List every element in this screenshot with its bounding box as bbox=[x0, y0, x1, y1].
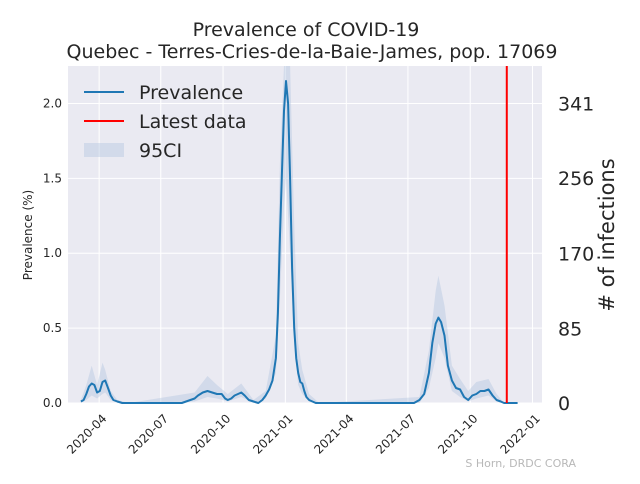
x-tick-label: 2020-07 bbox=[126, 411, 171, 456]
y-tick-label-left: 2.0 bbox=[43, 96, 62, 110]
credit-text: S Horn, DRDC CORA bbox=[465, 457, 576, 470]
chart-title: Prevalence of COVID-19 bbox=[193, 19, 420, 41]
x-tick-label: 2021-04 bbox=[311, 411, 356, 456]
legend: Prevalence Latest data 95CI bbox=[84, 82, 247, 162]
x-tick-label: 2022-01 bbox=[498, 411, 543, 456]
y-tick-label-left: 0.5 bbox=[43, 321, 62, 335]
x-tick-label: 2021-10 bbox=[435, 411, 480, 456]
y-axis-label-left: Prevalence (%) bbox=[21, 190, 35, 280]
y-tick-labels-right: 0 85 170 256 341 bbox=[558, 93, 594, 415]
x-tick-label: 2020-04 bbox=[64, 411, 109, 456]
prevalence-line bbox=[80, 80, 518, 404]
legend-ci-label: 95CI bbox=[139, 140, 182, 162]
y-axis-label-right: # of infections bbox=[595, 158, 619, 311]
y-tick-label-right: 170 bbox=[558, 244, 594, 266]
x-tick-label: 2020-10 bbox=[188, 411, 233, 456]
legend-ci-swatch bbox=[84, 143, 124, 157]
x-tick-label: 2021-07 bbox=[373, 411, 418, 456]
y-tick-label-left: 1.5 bbox=[43, 171, 62, 185]
x-tick-label: 2021-01 bbox=[250, 411, 295, 456]
line-layer bbox=[80, 80, 518, 404]
x-tick-labels: 2020-04 2020-07 2020-10 2021-01 2021-04 2021-… bbox=[64, 411, 543, 456]
y-tick-label-right: 0 bbox=[558, 393, 570, 415]
legend-latest-label: Latest data bbox=[139, 111, 247, 133]
plot-area bbox=[68, 66, 542, 403]
legend-prevalence-label: Prevalence bbox=[139, 82, 243, 104]
y-tick-label-right: 341 bbox=[558, 93, 594, 115]
y-tick-label-right: 85 bbox=[558, 318, 582, 340]
y-tick-label-left: 1.0 bbox=[43, 246, 62, 260]
y-tick-label-left: 0.0 bbox=[43, 396, 62, 410]
chart-subtitle: Quebec - Terres-Cries-de-la-Baie-James, … bbox=[67, 41, 558, 63]
y-tick-label-right: 256 bbox=[558, 168, 594, 190]
y-tick-labels-left: 0.0 0.5 1.0 1.5 2.0 bbox=[43, 96, 62, 410]
